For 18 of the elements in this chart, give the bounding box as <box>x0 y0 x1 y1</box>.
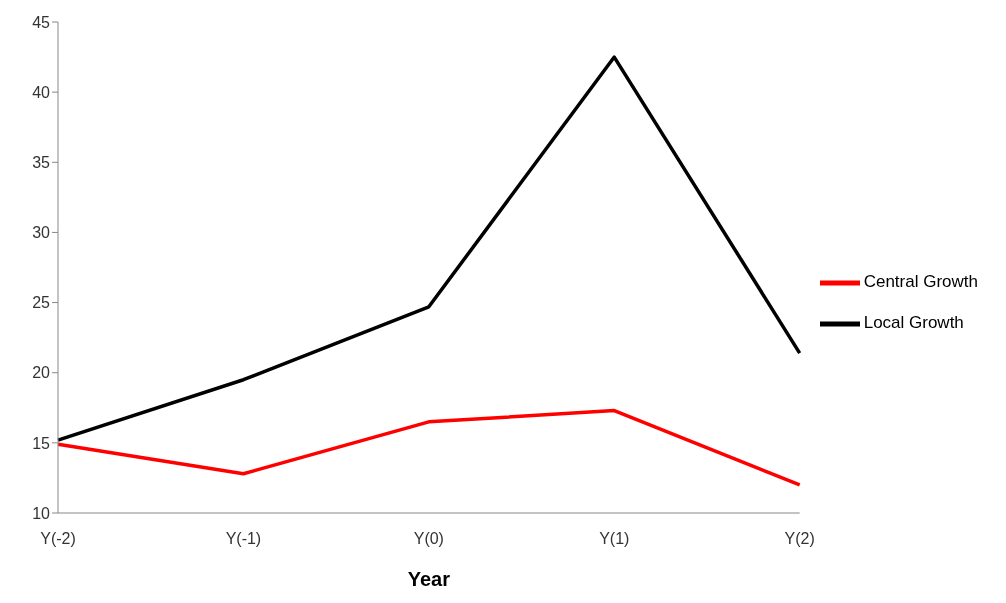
x-tick-label: Y(2) <box>784 530 815 548</box>
y-tick-label: 40 <box>32 83 51 101</box>
legend-label: Local Growth <box>863 313 964 332</box>
y-tick-label: 45 <box>32 13 51 31</box>
x-tick-label: Y(-2) <box>40 530 76 548</box>
y-tick-label: 25 <box>32 294 51 312</box>
y-tick-label: 20 <box>32 364 51 382</box>
x-tick-label: Y(0) <box>413 530 444 548</box>
legend-label: Central Growth <box>863 272 978 292</box>
y-tick-label: 15 <box>32 434 51 452</box>
line-series <box>56 408 802 487</box>
y-tick-label: 10 <box>32 504 51 522</box>
x-tick-label: Y(1) <box>599 530 630 548</box>
line-series <box>56 55 802 442</box>
y-tick-label: 30 <box>32 224 51 242</box>
x-tick-label: Y(-1) <box>225 530 262 548</box>
x-axis-title: Year <box>407 568 451 590</box>
y-tick-label: 35 <box>32 153 51 171</box>
